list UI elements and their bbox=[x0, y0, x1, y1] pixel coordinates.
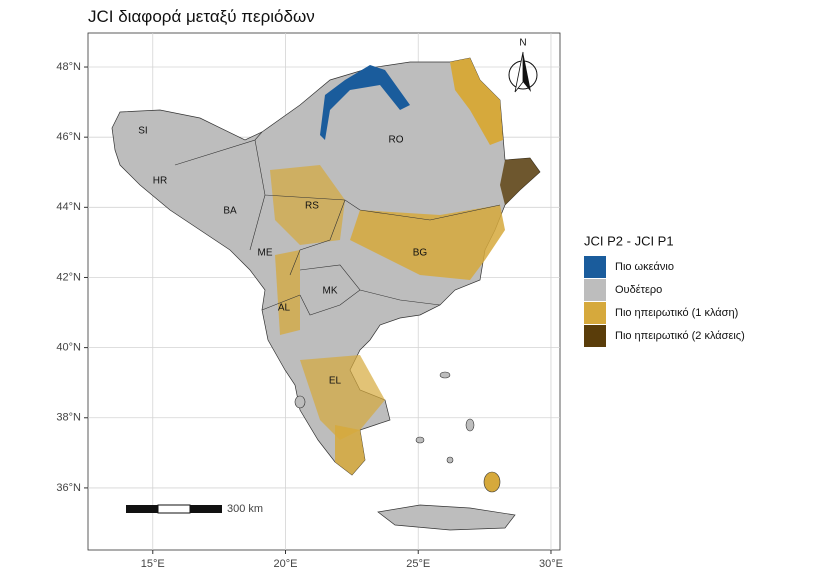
legend-label: Πιο ηπειρωτικό (1 κλάση) bbox=[615, 307, 738, 319]
y-tick-label: 46°N bbox=[56, 131, 81, 143]
country-label: AL bbox=[278, 303, 291, 314]
country-label: RO bbox=[389, 135, 404, 146]
country-labels: SI HR BA RS RO ME BG MK AL EL bbox=[138, 126, 427, 387]
x-tick-label: 30°E bbox=[539, 558, 563, 570]
north-arrow: N bbox=[508, 38, 538, 93]
land bbox=[111, 57, 541, 531]
x-tick-label: 20°E bbox=[274, 558, 298, 570]
legend-swatch bbox=[584, 325, 606, 347]
scale-bar: 300 km bbox=[126, 503, 263, 515]
legend-label: Πιο ωκεάνιο bbox=[615, 261, 674, 273]
country-label: BG bbox=[413, 248, 428, 259]
y-tick-label: 42°N bbox=[56, 271, 81, 283]
country-label: BA bbox=[223, 206, 237, 217]
country-label: ME bbox=[258, 248, 273, 259]
x-tick-label: 15°E bbox=[141, 558, 165, 570]
y-tick-label: 36°N bbox=[56, 482, 81, 494]
country-label: MK bbox=[323, 286, 338, 297]
y-tick-label: 40°N bbox=[56, 342, 81, 354]
country-label: SI bbox=[138, 126, 147, 137]
scale-label: 300 km bbox=[227, 503, 263, 515]
country-label: EL bbox=[329, 376, 342, 387]
legend-title: JCI P2 - JCI P1 bbox=[584, 233, 674, 248]
legend-swatch bbox=[584, 279, 606, 301]
y-tick-label: 44°N bbox=[56, 201, 81, 213]
legend-swatch bbox=[584, 302, 606, 324]
country-label: RS bbox=[305, 201, 319, 212]
y-tick-label: 48°N bbox=[56, 61, 81, 73]
country-label: HR bbox=[153, 176, 167, 187]
legend-label: Πιο ηπειρωτικό (2 κλάσεις) bbox=[615, 330, 745, 342]
legend-swatch bbox=[584, 256, 606, 278]
north-label: N bbox=[519, 38, 526, 49]
legend-label: Ουδέτερο bbox=[615, 284, 662, 296]
x-tick-label: 25°E bbox=[406, 558, 430, 570]
title: JCI διαφορά μεταξύ περιόδων bbox=[88, 7, 315, 26]
y-tick-label: 38°N bbox=[56, 412, 81, 424]
legend: Πιο ωκεάνιο Ουδέτερο Πιο ηπειρωτικό (1 κλά… bbox=[584, 256, 745, 347]
